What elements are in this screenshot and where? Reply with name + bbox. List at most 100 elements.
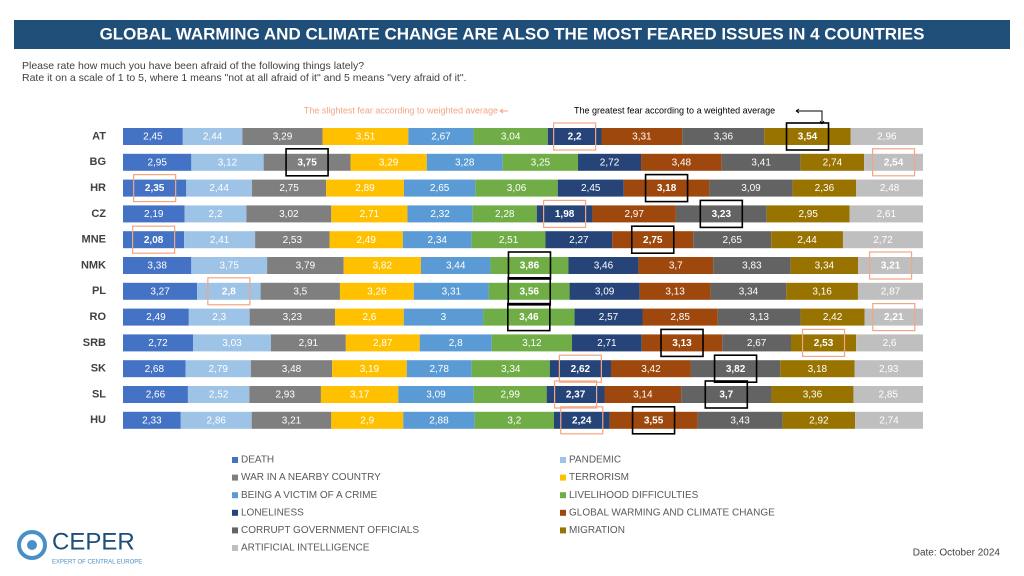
value-label: 3,29 (273, 132, 293, 143)
value-label: 2,65 (722, 235, 742, 246)
bar-segment (403, 308, 484, 326)
bar-segment (717, 308, 801, 326)
bar-segment (331, 205, 408, 223)
bar-segment (331, 411, 404, 429)
bar-segment (123, 360, 186, 378)
value-label: 2,44 (209, 183, 229, 194)
bar-segment (547, 128, 602, 145)
value-label: 2,52 (209, 390, 229, 401)
bar-segment (675, 205, 767, 223)
value-label: 2,96 (877, 132, 897, 143)
value-label: 2,6 (883, 338, 897, 349)
value-label: 2,45 (581, 183, 601, 194)
bar-segment (639, 282, 711, 300)
bar-segment (572, 334, 642, 352)
bar-segment (771, 386, 854, 403)
value-label: 3,43 (730, 415, 750, 426)
bar-segment (491, 334, 573, 352)
value-label: 3,38 (147, 261, 167, 272)
value-label: 3,13 (749, 312, 769, 323)
highlight-box (713, 354, 758, 384)
bar-segment (641, 334, 723, 352)
title: GLOBAL WARMING AND CLIMATE CHANGE ARE AL… (100, 24, 925, 43)
logo-mark (27, 540, 37, 550)
bar-segment (546, 386, 605, 403)
bar-segment (771, 231, 843, 249)
y-tick-label: CZ (91, 208, 106, 220)
highlight-box (543, 199, 587, 228)
value-label: 3,79 (296, 261, 316, 272)
bar-segment (713, 257, 791, 274)
legend-swatch (232, 509, 238, 516)
bar-segment (123, 153, 192, 171)
y-tick-label: SRB (83, 337, 106, 349)
value-label: 2,42 (823, 312, 843, 323)
value-label: 3,36 (803, 390, 823, 401)
highlight-box (868, 251, 913, 280)
value-label: 3,12 (218, 157, 238, 168)
value-label: 2,35 (145, 183, 165, 194)
legend-swatch (232, 527, 238, 534)
value-label: 3,02 (279, 209, 299, 220)
bar-segment (180, 411, 252, 429)
bar-segment (473, 128, 548, 145)
value-label: 2,27 (569, 235, 589, 246)
bar-segment (249, 308, 336, 326)
value-label: 3,12 (522, 338, 542, 349)
legend-swatch (560, 527, 566, 534)
value-label: 3,18 (657, 183, 677, 194)
value-label: 3,31 (632, 132, 652, 143)
bar-segment (766, 205, 850, 223)
value-label: 3,46 (594, 261, 614, 272)
bar-segment (710, 282, 787, 300)
legend-swatch (560, 457, 566, 463)
legend-label: CORRUPT GOVERNMENT OFFICIALS (241, 525, 419, 536)
value-label: 2,8 (449, 338, 463, 349)
highlight-box (699, 199, 744, 229)
value-label: 2,99 (500, 390, 520, 401)
bar-segment (123, 231, 185, 249)
arrow (795, 108, 825, 125)
value-label: 2,44 (203, 132, 223, 143)
annotation-highest: The greatest fear according to a weighte… (574, 105, 775, 115)
highlight-box (207, 277, 251, 306)
value-label: 2,6 (362, 312, 376, 323)
bar-segment (856, 179, 923, 197)
bar-segment (249, 386, 321, 403)
value-label: 2,71 (597, 338, 617, 349)
bar-segment (185, 360, 251, 378)
value-label: 3,18 (808, 364, 828, 375)
bar-segment (473, 386, 547, 403)
value-label: 2,9 (360, 415, 374, 426)
value-label: 3,31 (442, 286, 462, 297)
bar-segment (780, 360, 855, 378)
value-label: 3,82 (726, 364, 746, 375)
bar-segment (601, 128, 683, 145)
bar-segment (188, 308, 250, 326)
value-label: 2,54 (884, 157, 904, 168)
bar-segment (800, 153, 865, 171)
bar-segment (864, 308, 923, 326)
value-label: 2,92 (809, 415, 829, 426)
bar-segment (242, 128, 323, 145)
bar-segment (250, 360, 333, 378)
logo-mark (17, 530, 47, 560)
value-label: 3,46 (519, 312, 539, 323)
value-label: 2,19 (144, 209, 164, 220)
bar-segment (709, 179, 793, 197)
bar-segment (398, 386, 474, 403)
value-label: 2,53 (814, 338, 834, 349)
value-label: 2,33 (142, 415, 162, 426)
highlight-box (507, 251, 552, 280)
value-label: 2,85 (670, 312, 690, 323)
highlight-box (507, 302, 551, 332)
legend-swatch (232, 474, 238, 481)
highlight-box (285, 148, 329, 177)
value-label: 3,82 (373, 261, 393, 272)
bar-segment (251, 411, 332, 429)
value-label: 2,49 (356, 235, 376, 246)
bar-segment (403, 179, 476, 197)
bar-segment (123, 411, 181, 429)
bar-segment (569, 282, 640, 300)
